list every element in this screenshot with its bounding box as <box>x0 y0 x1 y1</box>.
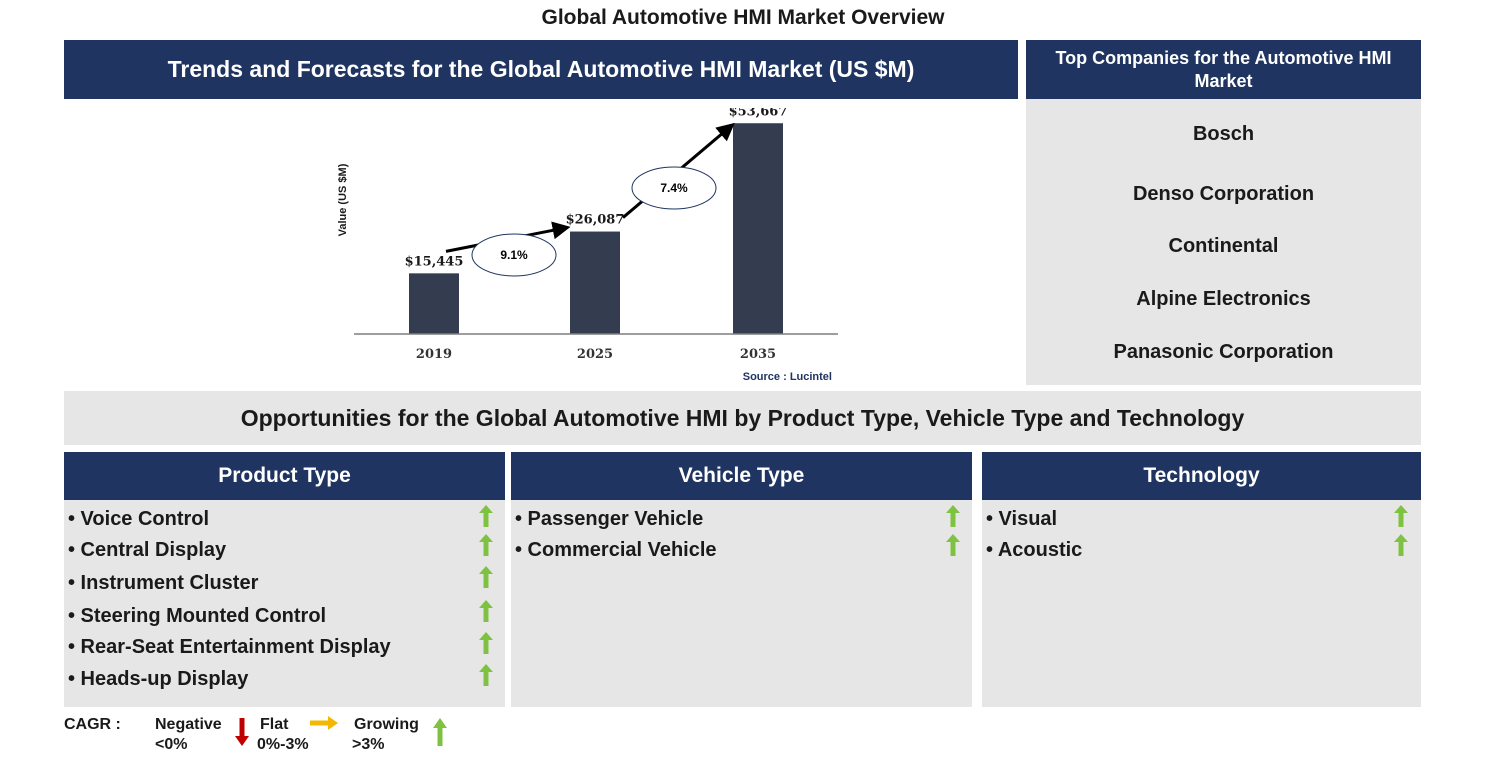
opportunities-banner: Opportunities for the Global Automotive … <box>64 391 1421 445</box>
vehicle-item-commercial: • Commercial Vehicle <box>515 539 717 561</box>
legend-flat-label: Flat <box>260 716 289 733</box>
technology-panel: • Visual • Acoustic <box>982 500 1421 707</box>
growing-arrow-icon <box>946 505 960 527</box>
data-label-2025: $26,087 <box>566 213 625 228</box>
legend-negative-range: <0% <box>155 736 188 753</box>
cagr-legend: CAGR : Negative <0% Flat 0%-3% Growing >… <box>64 714 484 764</box>
technology-item-acoustic: • Acoustic <box>986 539 1083 561</box>
market-trend-chart: Value (US $M) $15,445 2019 $26,087 2025 $53,6… <box>300 108 860 388</box>
trend-chart-header: Trends and Forecasts for the Global Auto… <box>64 40 1018 99</box>
top-companies-header: Top Companies for the Automotive HMI Mar… <box>1026 40 1421 99</box>
legend-flat-range: 0%-3% <box>257 736 309 753</box>
product-item-voice-control: • Voice Control <box>68 508 210 530</box>
product-type-panel: • Voice Control • Central Display • Inst… <box>64 500 505 707</box>
product-item-steering-mounted-control: • Steering Mounted Control <box>68 605 327 627</box>
technology-item-visual: • Visual <box>986 508 1058 530</box>
company-continental: Continental <box>1168 235 1279 257</box>
data-label-2019: $15,445 <box>405 254 464 269</box>
product-item-heads-up-display: • Heads-up Display <box>68 668 249 690</box>
bar-2025 <box>570 231 620 334</box>
growing-arrow-icon <box>1394 505 1408 527</box>
x-tick-2035: 2035 <box>740 347 776 362</box>
data-label-2035: $53,667 <box>729 108 788 119</box>
legend-growing-label: Growing <box>354 716 419 733</box>
product-item-central-display: • Central Display <box>68 539 227 561</box>
vehicle-item-passenger: • Passenger Vehicle <box>515 508 704 530</box>
vehicle-type-header: Vehicle Type <box>511 452 972 500</box>
bar-chart-svg: Value (US $M) $15,445 2019 $26,087 2025 $53,6… <box>337 108 838 383</box>
bar-2035 <box>733 123 783 335</box>
top-companies-panel: Bosch Denso Corporation Continental Alpi… <box>1026 99 1421 385</box>
growing-arrow-icon <box>946 534 960 556</box>
company-denso: Denso Corporation <box>1132 183 1315 205</box>
cagr-bubble-2025-2035 <box>631 166 717 210</box>
growing-arrow-icon <box>433 718 447 746</box>
bar-2019 <box>409 273 459 334</box>
cagr-bubble-2019-2025 <box>471 233 557 277</box>
technology-header: Technology <box>982 452 1421 500</box>
growing-arrow-icon <box>479 664 493 686</box>
growing-arrow-icon <box>479 534 493 556</box>
cagr-label-2019-2025: 9.1% <box>500 248 528 262</box>
company-panasonic: Panasonic Corporation <box>1113 341 1334 363</box>
growing-arrow-icon <box>479 632 493 654</box>
legend-growing-range: >3% <box>352 736 385 753</box>
growing-arrow-icon <box>479 505 493 527</box>
growing-arrow-icon <box>479 566 493 588</box>
x-tick-2019: 2019 <box>416 347 452 362</box>
product-item-rear-seat-entertainment: • Rear-Seat Entertainment Display <box>68 636 391 658</box>
company-bosch: Bosch <box>1192 123 1255 145</box>
negative-arrow-icon <box>235 718 249 746</box>
y-axis-label: Value (US $M) <box>337 163 349 236</box>
growing-arrow-icon <box>479 600 493 622</box>
cagr-label-2025-2035: 7.4% <box>660 181 688 195</box>
chart-source: Source : Lucintel <box>743 371 832 383</box>
x-tick-2025: 2025 <box>577 347 613 362</box>
growing-arrow-icon <box>1394 534 1408 556</box>
product-type-header: Product Type <box>64 452 505 500</box>
legend-cagr-label: CAGR : <box>64 716 121 733</box>
company-alpine: Alpine Electronics <box>1136 288 1311 310</box>
flat-arrow-icon <box>310 716 338 730</box>
page-title: Global Automotive HMI Market Overview <box>541 6 945 29</box>
legend-negative-label: Negative <box>155 716 222 733</box>
vehicle-type-panel: • Passenger Vehicle • Commercial Vehicle <box>511 500 972 707</box>
product-item-instrument-cluster: • Instrument Cluster <box>68 572 259 594</box>
